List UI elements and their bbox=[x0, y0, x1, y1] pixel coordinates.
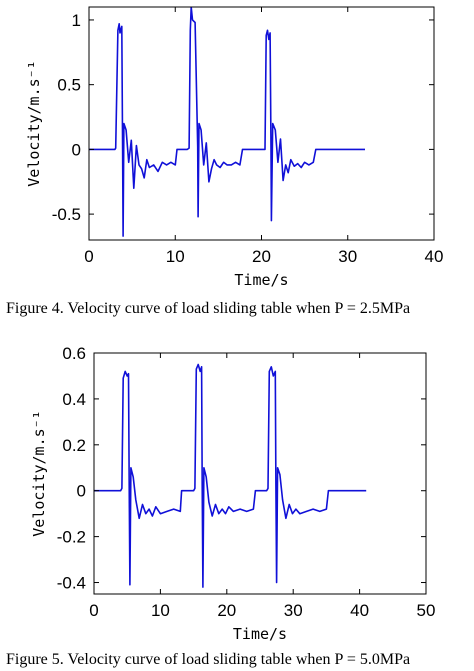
plot-frame bbox=[93, 352, 427, 595]
y-tick-label: 0.2 bbox=[62, 436, 86, 455]
y-tick-label: 0 bbox=[77, 482, 86, 501]
y-tick-label: 0.4 bbox=[62, 390, 86, 409]
x-tick-label: 20 bbox=[217, 601, 236, 620]
y-tick-label: 1 bbox=[72, 11, 81, 30]
x-tick-label: 40 bbox=[425, 247, 444, 266]
x-tick-label: 50 bbox=[417, 601, 436, 620]
x-axis-label: Time/s bbox=[234, 271, 288, 289]
x-tick-label: 10 bbox=[166, 247, 185, 266]
chart-2: 0 10 20 30 40 50 -0.4 -0.2 0 0.2 0.4 0.6 Time/s Veloc… bbox=[6, 344, 435, 668]
x-axis-label: Time/s bbox=[233, 625, 287, 643]
chart-1: 0 10 20 30 40 -0.5 0 0.5 1 Time/s Velocity/m.s⁻¹ Fi… bbox=[6, 6, 444, 317]
x-tick-label: 20 bbox=[252, 247, 271, 266]
x-tick-label: 30 bbox=[338, 247, 357, 266]
y-tick-label: -0.5 bbox=[52, 205, 81, 224]
y-tick-label: -0.2 bbox=[57, 528, 86, 547]
series-line bbox=[94, 363, 367, 588]
x-tick-label: 40 bbox=[350, 601, 369, 620]
y-tick-label: -0.4 bbox=[57, 574, 86, 593]
y-tick-label: 0.6 bbox=[62, 344, 86, 363]
x-tick-label: 0 bbox=[84, 247, 93, 266]
x-tick-label: 0 bbox=[89, 601, 98, 620]
x-tick-label: 30 bbox=[284, 601, 303, 620]
y-tick-label: 0 bbox=[72, 140, 81, 159]
y-axis-label: Velocity/m.s⁻¹ bbox=[30, 410, 48, 536]
figure-caption: Figure 5. Velocity curve of load sliding… bbox=[6, 651, 410, 668]
figure-caption: Figure 4. Velocity curve of load sliding… bbox=[6, 300, 410, 317]
x-tick-label: 10 bbox=[151, 601, 170, 620]
series-line bbox=[89, 7, 365, 237]
plot-frame bbox=[88, 6, 435, 241]
y-tick-label: 0.5 bbox=[57, 76, 81, 95]
y-axis-label: Velocity/m.s⁻¹ bbox=[25, 60, 43, 186]
